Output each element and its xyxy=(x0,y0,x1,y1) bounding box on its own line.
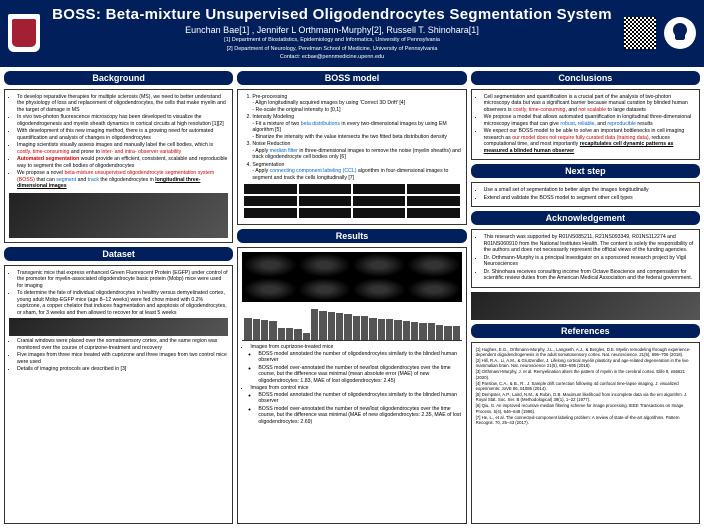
col-left: Background To develop reparative therapi… xyxy=(4,71,233,524)
model-step: Intensity Modeling- Fit a mixture of two… xyxy=(252,114,461,140)
title-block: BOSS: Beta-mixture Unsupervised Oligoden… xyxy=(48,6,616,61)
ack-item: Dr. Orthmann-Murphy is a principal inves… xyxy=(484,255,695,268)
ns-item: Extend and validate the BOSS model to se… xyxy=(484,195,695,202)
model-header: BOSS model xyxy=(237,71,466,85)
ref: [5] Dempster, A.P., Laird, N.M., & Rubin… xyxy=(476,392,695,402)
ack-item: Dr. Shinohara receives consulting income… xyxy=(484,269,695,282)
refs-header: References xyxy=(471,324,700,338)
col-right: Conclusions Cell segmentation and quanti… xyxy=(471,71,700,524)
penn-shield-icon xyxy=(8,14,40,52)
results-images xyxy=(242,252,461,302)
conc-item: We propose a model that allows automated… xyxy=(484,114,695,127)
results-box: Images from cuprizone-treated mice BOSS … xyxy=(237,247,466,524)
qr-code-icon xyxy=(624,17,656,49)
background-figure xyxy=(9,193,228,238)
ref: [7] He, L., et al. The connected-compone… xyxy=(476,415,695,425)
header: BOSS: Beta-mixture Unsupervised Oligoden… xyxy=(0,0,704,67)
model-step: Noise Reduction- Apply median filter in … xyxy=(252,141,461,161)
bg-item: We propose a novel beta-mixture unsuperv… xyxy=(17,170,228,190)
authors: Eunchan Bae[1] , Jennifer L Orthmann-Mur… xyxy=(48,25,616,35)
ack-item: This research was supported by R01NS0852… xyxy=(484,234,695,254)
poster: BOSS: Beta-mixture Unsupervised Oligoden… xyxy=(0,0,704,528)
affiliation-2: [2] Department of Neurology, Perelman Sc… xyxy=(48,46,616,53)
results-chart xyxy=(242,305,461,341)
affiliation-1: [1] Department of Biostatistics, Epidemi… xyxy=(48,37,616,44)
bg-item: Automated segmentation would provide an … xyxy=(17,156,228,169)
conc-item: Cell segmentation and quantification is … xyxy=(484,94,695,114)
conclusions-header: Conclusions xyxy=(471,71,700,85)
nextstep-box: Use a small set of segmentation to bette… xyxy=(471,182,700,207)
res-item: Images from cuprizone-treated mice BOSS … xyxy=(250,344,461,384)
conc-item: We expect our BOSS model to be able to s… xyxy=(484,128,695,154)
refs-box: [1] Hughes, E.G., Orthmann-Murphy, J.L.,… xyxy=(471,342,700,524)
ref: [6] Qiu, G. An improved recursive median… xyxy=(476,403,695,413)
model-step: Pre-processing- Align longitudinally acq… xyxy=(252,94,461,114)
res-item: Images from control mice BOSS model anno… xyxy=(250,385,461,425)
ns-item: Use a small set of segmentation to bette… xyxy=(484,187,695,194)
bg-item: With development of this new imaging met… xyxy=(17,128,228,141)
dataset-header: Dataset xyxy=(4,247,233,261)
dataset-box: Transgenic mice that express enhanced Gr… xyxy=(4,265,233,524)
poster-title: BOSS: Beta-mixture Unsupervised Oligoden… xyxy=(48,6,616,23)
bg-item: Imaging scientists visually assess image… xyxy=(17,142,228,155)
col-mid: BOSS model Pre-processing- Align longitu… xyxy=(237,71,466,524)
nextstep-header: Next step xyxy=(471,164,700,178)
model-box: Pre-processing- Align longitudinally acq… xyxy=(237,89,466,226)
timeline-figure xyxy=(9,318,228,336)
ref: [3] Orthmann-Murphy, J. et al. Remyelina… xyxy=(476,369,695,379)
ack-header: Acknowledgement xyxy=(471,211,700,225)
ack-box: This research was supported by R01NS0852… xyxy=(471,229,700,288)
model-diagram xyxy=(242,182,461,220)
model-step: Segmentation- Apply connecting component… xyxy=(252,162,461,182)
ack-figure xyxy=(471,292,700,320)
ref: [2] Hill, R.A., Li, A.M., & Grutzendler,… xyxy=(476,358,695,368)
brain-icon xyxy=(664,17,696,49)
ds-item: Transgenic mice that express enhanced Gr… xyxy=(17,270,228,290)
ref: [1] Hughes, E.G., Orthmann-Murphy, J.L.,… xyxy=(476,347,695,357)
ds-item: To determine the fate of individual olig… xyxy=(17,290,228,316)
bg-item: To develop reparative therapies for mult… xyxy=(17,94,228,114)
ref: [4] Parslow, C.A., & B., R., J. Sample d… xyxy=(476,381,695,391)
bg-item: In vivo two-photon fluorescence microsco… xyxy=(17,114,228,127)
conclusions-box: Cell segmentation and quantification is … xyxy=(471,89,700,161)
contact: Contact: ecbae@pennmedicine.upenn.edu xyxy=(48,54,616,61)
background-header: Background xyxy=(4,71,233,85)
results-header: Results xyxy=(237,229,466,243)
ds-item: Five images from three mice treated with… xyxy=(17,352,228,365)
ds-item: Cranial windows were placed over the som… xyxy=(17,338,228,351)
background-box: To develop reparative therapies for mult… xyxy=(4,89,233,243)
ds-item: Details of imaging protocols are describ… xyxy=(17,366,228,373)
body: Background To develop reparative therapi… xyxy=(0,67,704,528)
